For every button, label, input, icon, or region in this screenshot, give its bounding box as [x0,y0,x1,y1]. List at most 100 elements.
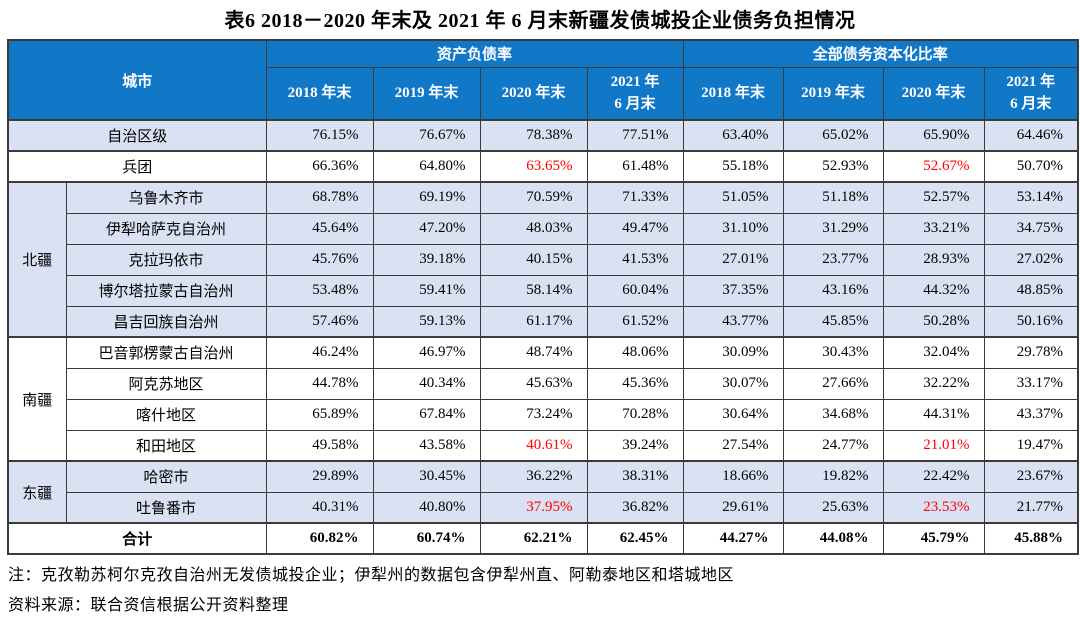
table-row: 和田地区 49.58% 43.58% 40.61% 39.24% 27.54% 24.77%… [8,429,1079,462]
year-column-header: 2019 年末 [372,66,481,121]
value-cell: 60.04% [586,274,684,307]
city-cell: 伊犁哈萨克自治州 [65,212,267,245]
value-cell: 27.01% [682,243,784,276]
value-cell: 59.41% [372,274,481,307]
value-cell: 31.10% [682,212,784,245]
value-cell: 67.84% [372,398,481,431]
value-cell: 29.78% [983,336,1079,369]
value-cell: 52.67% [882,150,985,183]
year-column-header: 2018 年末 [682,66,784,121]
value-cell: 44.78% [265,367,374,400]
table-row: 兵团 66.36% 64.80% 63.65% 61.48% 55.18% 52.93% 52… [7,150,1079,183]
value-cell: 44.08% [782,522,884,555]
table-body: 自治区级 76.15% 76.67% 78.38% 77.51% 63.40% 65.02%… [7,119,1079,555]
value-cell: 65.90% [882,119,985,152]
value-cell: 45.88% [983,522,1079,555]
value-cell: 44.27% [682,522,784,555]
value-cell: 30.43% [782,336,884,369]
value-cell: 76.67% [372,119,481,152]
value-cell: 36.22% [479,460,588,493]
year-column-header: 2020 年末 [479,66,588,121]
value-cell: 27.54% [682,429,784,462]
value-cell: 48.85% [983,274,1079,307]
table-row: 博尔塔拉蒙古自治州 53.48% 59.41% 58.14% 60.04% 37.35% 4… [8,274,1079,307]
year-column-header: 2019 年末 [782,66,884,121]
value-cell: 70.28% [586,398,684,431]
year-column-header: 2018 年末 [265,66,374,121]
value-cell: 77.51% [586,119,684,152]
value-cell: 37.95% [479,491,588,524]
region-cell: 北疆 [7,181,67,338]
value-cell: 43.58% [372,429,481,462]
value-cell: 66.36% [265,150,374,183]
value-cell: 61.52% [586,305,684,338]
table-row: 喀什地区 65.89% 67.84% 73.24% 70.28% 30.64% 34.68%… [8,398,1079,431]
table-row: 合计 60.82% 60.74% 62.21% 62.45% 44.27% 44.08% 45… [7,522,1079,555]
value-cell: 78.38% [479,119,588,152]
value-cell: 29.61% [682,491,784,524]
city-cell: 合计 [7,522,267,555]
value-cell: 65.02% [782,119,884,152]
table-row: 吐鲁番市 40.31% 40.80% 37.95% 36.82% 29.61% 25.63%… [8,491,1079,524]
value-cell: 60.74% [372,522,481,555]
value-cell: 62.21% [479,522,588,555]
value-cell: 43.37% [983,398,1079,431]
city-cell: 哈密市 [65,460,267,493]
value-cell: 40.61% [479,429,588,462]
value-cell: 30.09% [682,336,784,369]
value-cell: 45.36% [586,367,684,400]
value-cell: 63.40% [682,119,784,152]
value-cell: 18.66% [682,460,784,493]
city-cell: 博尔塔拉蒙古自治州 [65,274,267,307]
table-row: 伊犁哈萨克自治州 45.64% 47.20% 48.03% 49.47% 31.10% 31… [8,212,1079,245]
value-cell: 37.35% [682,274,784,307]
value-cell: 49.47% [586,212,684,245]
value-cell: 71.33% [586,181,684,214]
year-column-header: 2020 年末 [882,66,985,121]
value-cell: 55.18% [682,150,784,183]
value-cell: 64.80% [372,150,481,183]
value-cell: 50.70% [983,150,1079,183]
value-cell: 32.04% [882,336,985,369]
value-cell: 21.77% [983,491,1079,524]
value-cell: 69.19% [372,181,481,214]
city-column-header: 城市 [7,39,267,121]
value-cell: 40.80% [372,491,481,524]
value-cell: 52.57% [882,181,985,214]
value-cell: 61.17% [479,305,588,338]
value-cell: 70.59% [479,181,588,214]
value-cell: 23.67% [983,460,1079,493]
value-cell: 62.45% [586,522,684,555]
value-cell: 33.21% [882,212,985,245]
table-row: 昌吉回族自治州 57.46% 59.13% 61.17% 61.52% 43.77% 45.… [8,305,1079,338]
city-cell: 吐鲁番市 [65,491,267,524]
value-cell: 53.48% [265,274,374,307]
value-cell: 48.03% [479,212,588,245]
value-cell: 48.74% [479,336,588,369]
value-cell: 27.66% [782,367,884,400]
region-cell: 南疆 [7,336,67,462]
group-header-asset-liability-ratio: 资产负债率 [265,39,684,68]
value-cell: 30.07% [682,367,784,400]
city-cell: 阿克苏地区 [65,367,267,400]
region-cell: 东疆 [7,460,67,524]
value-cell: 45.64% [265,212,374,245]
value-cell: 29.89% [265,460,374,493]
value-cell: 34.75% [983,212,1079,245]
value-cell: 43.77% [682,305,784,338]
value-cell: 63.65% [479,150,588,183]
table-header: 城市 资产负债率 全部债务资本化比率 2018 年末 2019 年末 2020 年末… [7,39,1079,121]
table-header-group-row: 城市 资产负债率 全部债务资本化比率 [7,39,1079,121]
table-source: 资料来源：联合资信根据公开资料整理 [8,597,289,614]
table-row: 阿克苏地区 44.78% 40.34% 45.63% 45.36% 30.07% 27.66… [8,367,1079,400]
value-cell: 39.18% [372,243,481,276]
value-cell: 45.63% [479,367,588,400]
value-cell: 73.24% [479,398,588,431]
value-cell: 60.82% [265,522,374,555]
table-row: 南疆 巴音郭楞蒙古自治州 46.24% 46.97% 48.74% 48.06% 30.09… [7,336,1079,462]
group-header-debt-capitalization-ratio: 全部债务资本化比率 [682,39,1079,68]
value-cell: 47.20% [372,212,481,245]
value-cell: 51.18% [782,181,884,214]
value-cell: 76.15% [265,119,374,152]
